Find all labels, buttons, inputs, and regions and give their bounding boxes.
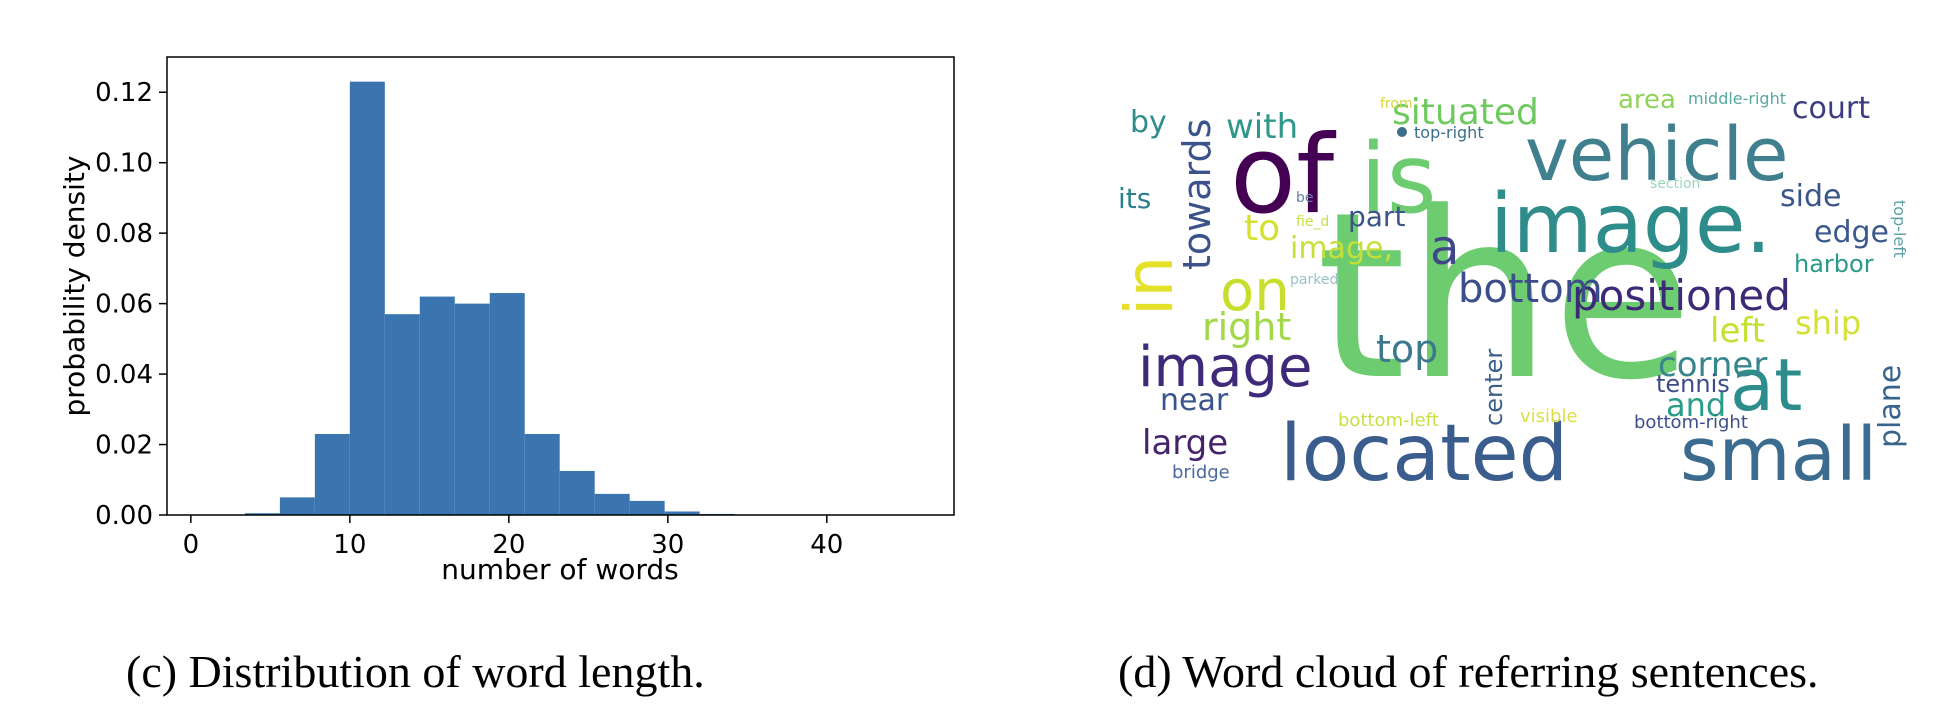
word-at: at (1730, 343, 1802, 427)
word-in: in (1111, 256, 1188, 316)
word-bridge: bridge (1172, 462, 1230, 483)
word-ship: ship (1795, 304, 1861, 342)
word-to: to (1244, 208, 1280, 249)
y-tick-label: 0.10 (95, 149, 153, 179)
word-near: near (1160, 383, 1229, 418)
word-is: is (1360, 123, 1437, 235)
word-cloud: the of is vehicle image. located small a… (1111, 85, 1909, 499)
y-tick-label: 0.00 (95, 501, 153, 531)
word-top: top (1376, 327, 1438, 371)
word-right: right (1202, 305, 1291, 349)
word-on: on (1220, 259, 1290, 324)
word-area: area (1618, 85, 1676, 115)
word-positioned: positioned (1572, 271, 1791, 320)
word-side: side (1780, 179, 1841, 214)
histogram-bar (454, 303, 490, 515)
histogram-bar (629, 500, 665, 515)
caption-right: (d) Word cloud of referring sentences. (1118, 646, 1819, 697)
word-a: a (1430, 220, 1459, 276)
y-axis-ticks: 0.00 0.02 0.04 0.06 0.08 0.10 0.12 (95, 78, 167, 531)
histogram-bars (244, 81, 735, 516)
histogram-bar (279, 497, 315, 515)
y-tick-label: 0.04 (95, 360, 153, 390)
histogram-bar (419, 296, 455, 515)
word-large: large (1142, 423, 1228, 463)
y-tick-label: 0.02 (95, 431, 153, 461)
word-fie-d: fie_d (1296, 214, 1329, 230)
x-tick-label: 30 (651, 530, 684, 560)
word-and: and (1666, 386, 1726, 424)
word-top-left: top-left (1890, 200, 1909, 258)
word-bottom-left: bottom-left (1338, 410, 1439, 431)
word-situated: situated (1392, 92, 1539, 133)
x-tick-label: 20 (492, 530, 525, 560)
word-located: located (1280, 409, 1568, 499)
y-tick-label: 0.12 (95, 78, 153, 108)
word-be: be (1296, 190, 1314, 206)
histogram-bar (384, 314, 420, 515)
plot-frame (166, 56, 955, 516)
word-vehicle: vehicle (1525, 112, 1789, 198)
word-towards: towards (1175, 119, 1219, 270)
word-court: court (1792, 91, 1870, 126)
histogram-bar (594, 493, 630, 515)
x-tick-label: 10 (333, 530, 366, 560)
x-tick-label: 40 (810, 530, 843, 560)
word-small: small (1680, 412, 1877, 498)
word-visible: visible (1520, 406, 1578, 427)
histogram-bar (349, 81, 385, 516)
cloud-dot (1397, 127, 1407, 137)
word-top-right: top-right (1414, 123, 1484, 142)
y-tick-label: 0.08 (95, 219, 153, 249)
word-from: from (1380, 96, 1413, 112)
histogram-bar (524, 433, 560, 515)
histogram-bar (244, 513, 280, 515)
word-by: by (1130, 105, 1167, 140)
word-image-period: image. (1490, 177, 1771, 272)
word-with: with (1226, 107, 1298, 147)
histogram-bar (314, 433, 350, 515)
word-plane: plane (1873, 365, 1908, 448)
y-tick-label: 0.06 (95, 290, 153, 320)
word-part: part (1348, 200, 1405, 233)
word-middle-right: middle-right (1688, 89, 1786, 108)
histogram-bar (489, 293, 525, 515)
histogram-bar (559, 470, 595, 515)
word-bottom: bottom (1458, 266, 1603, 312)
word-harbor: harbor (1794, 250, 1874, 278)
word-parked: parked (1290, 272, 1338, 288)
word-edge: edge (1814, 215, 1889, 250)
y-axis-label: probability density (58, 156, 91, 417)
histogram-bar (664, 511, 700, 515)
caption-left: (c) Distribution of word length. (126, 646, 705, 697)
word-image-comma: image, (1290, 231, 1393, 266)
x-axis-label: number of words (441, 553, 678, 586)
word-tennis: tennis (1656, 370, 1730, 398)
word-bottom-right: bottom-right (1634, 412, 1748, 433)
x-axis-ticks: 0 10 20 30 40 (183, 515, 843, 560)
word-center: center (1480, 349, 1508, 426)
word-the: the (1316, 164, 1693, 431)
word-its: its (1118, 182, 1151, 215)
x-tick-label: 0 (183, 530, 200, 560)
word-image: image (1138, 335, 1312, 400)
word-section: section (1650, 176, 1700, 192)
word-left: left (1710, 311, 1765, 351)
word-of: of (1230, 113, 1337, 238)
word-corner: corner (1658, 345, 1767, 385)
